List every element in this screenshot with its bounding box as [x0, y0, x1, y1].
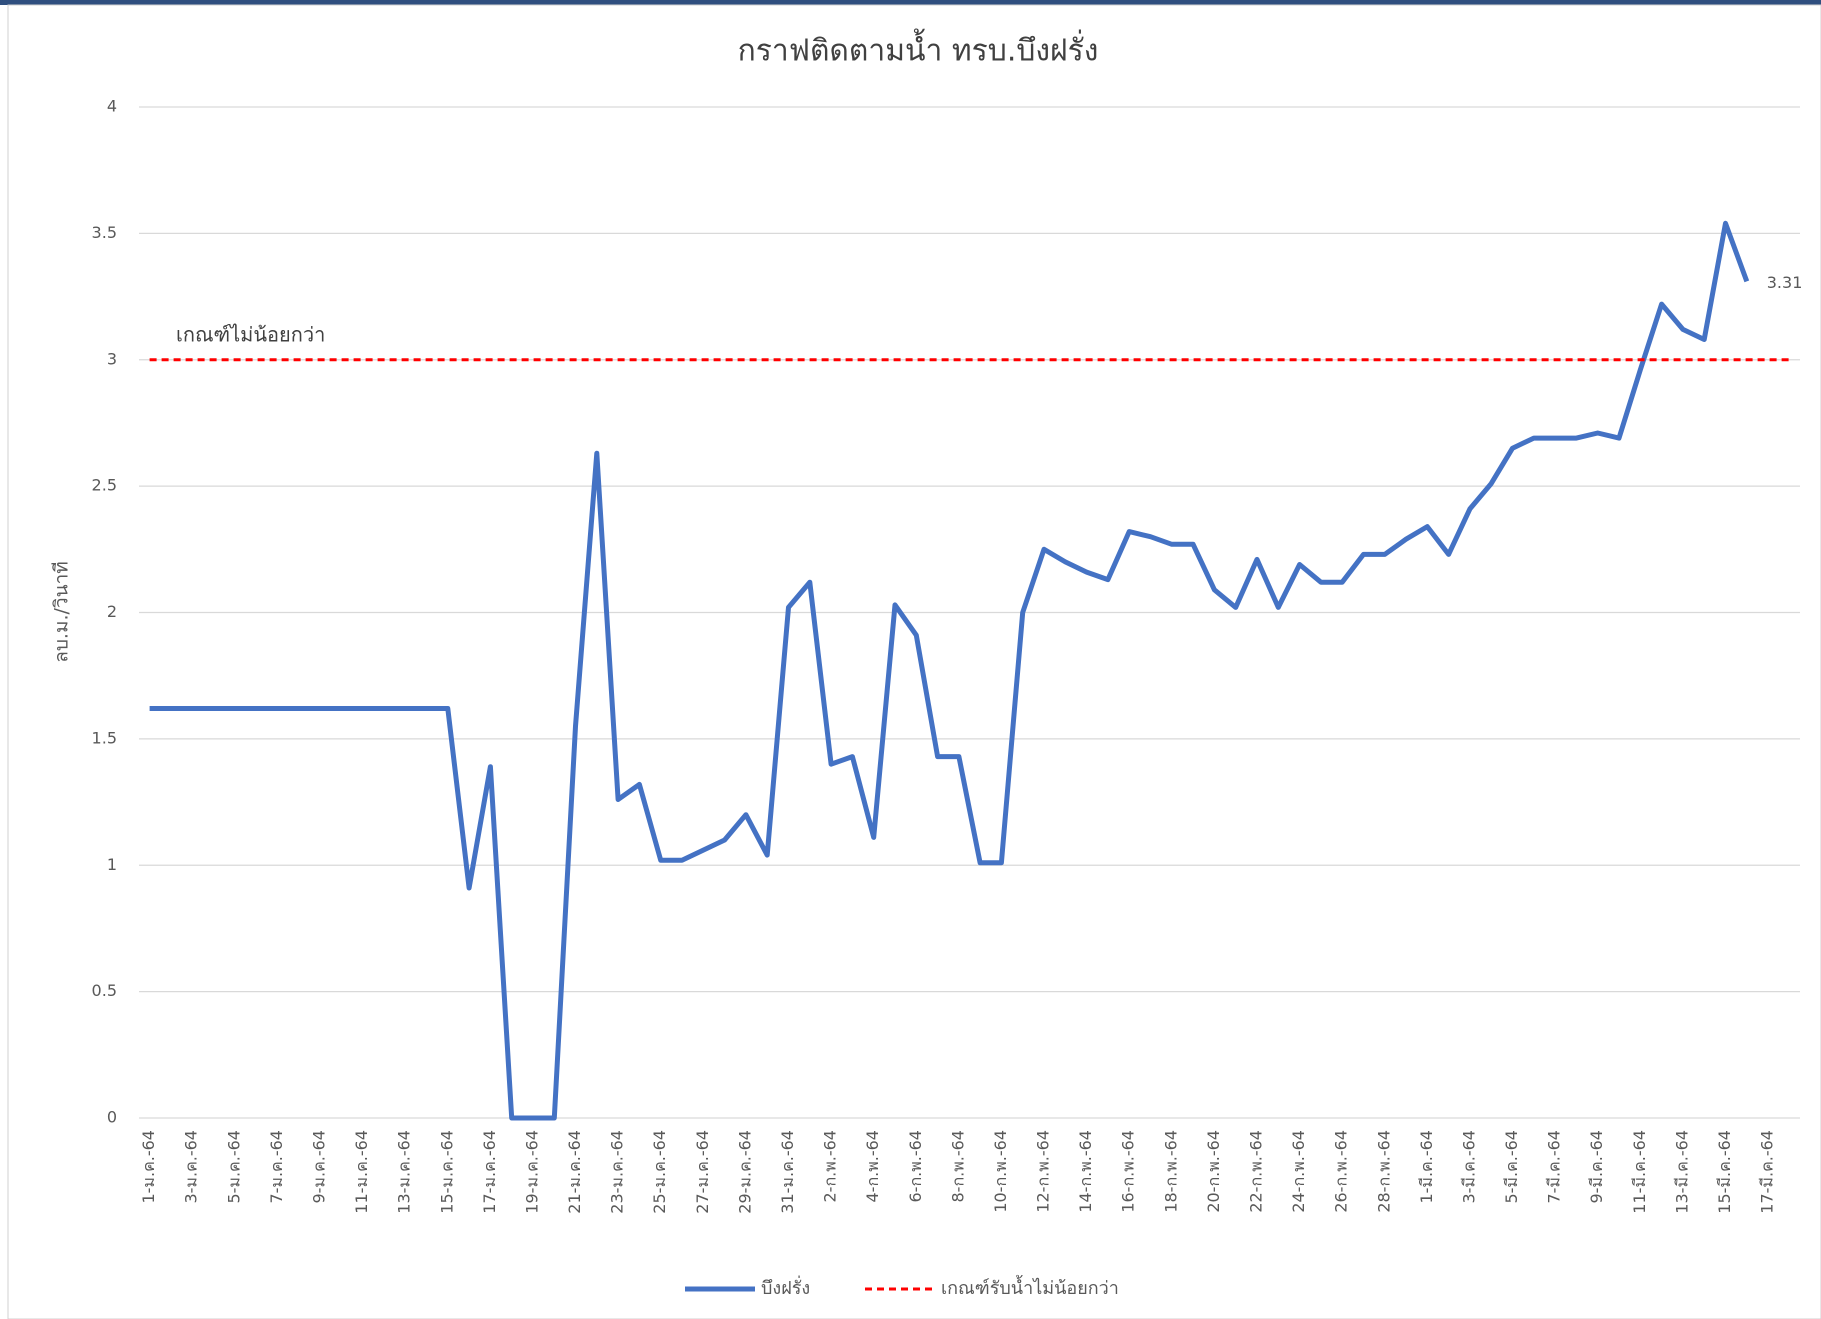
x-tick-label: 17-มี.ค.-64: [1758, 1130, 1777, 1214]
chart-title: กราฟติดตามน้ำ ทรบ.บึงฝรั่ง: [738, 29, 1099, 69]
y-axis-label: ลบ.ม./วินาที: [51, 561, 73, 663]
y-tick-label: 3: [107, 349, 117, 368]
x-tick-label: 4-ก.พ.-64: [863, 1130, 882, 1203]
x-tick-label: 29-ม.ค.-64: [735, 1130, 754, 1214]
y-tick-label: 2.5: [92, 476, 117, 495]
x-tick-label: 18-ก.พ.-64: [1161, 1130, 1180, 1213]
x-tick-label: 12-ก.พ.-64: [1034, 1130, 1053, 1213]
x-tick-label: 20-ก.พ.-64: [1204, 1130, 1223, 1213]
x-tick-label: 9-ม.ค.-64: [310, 1130, 329, 1204]
x-tick-label: 6-ก.พ.-64: [906, 1130, 925, 1203]
x-tick-label: 3-ม.ค.-64: [182, 1130, 201, 1204]
x-tick-label: 7-ม.ค.-64: [267, 1130, 286, 1204]
x-tick-label: 19-ม.ค.-64: [522, 1130, 541, 1214]
legend-label: เกณฑ์รับน้ำไม่น้อยกว่า: [941, 1275, 1119, 1299]
x-tick-label: 5-ม.ค.-64: [224, 1130, 243, 1204]
x-tick-label: 17-ม.ค.-64: [480, 1130, 499, 1214]
x-tick-label: 22-ก.พ.-64: [1246, 1130, 1265, 1213]
y-tick-label: 1.5: [92, 728, 117, 747]
x-tick-label: 3-มี.ค.-64: [1459, 1130, 1478, 1204]
legend-label: บึงฝรั่ง: [761, 1275, 810, 1299]
x-tick-label: 11-ม.ค.-64: [352, 1130, 371, 1214]
x-tick-label: 25-ม.ค.-64: [650, 1130, 669, 1214]
y-tick-label: 2: [107, 602, 117, 621]
x-tick-label: 31-ม.ค.-64: [778, 1130, 797, 1214]
chart-frame: [7, 4, 1821, 1319]
x-tick-label: 26-ก.พ.-64: [1332, 1130, 1351, 1213]
x-tick-label: 21-ม.ค.-64: [565, 1130, 584, 1214]
x-tick-label: 23-ม.ค.-64: [608, 1130, 627, 1214]
x-tick-label: 13-มี.ค.-64: [1672, 1130, 1691, 1214]
x-tick-label: 15-ม.ค.-64: [437, 1130, 456, 1214]
x-tick-label: 1-มี.ค.-64: [1417, 1130, 1436, 1204]
x-tick-label: 24-ก.พ.-64: [1289, 1130, 1308, 1213]
x-tick-label: 10-ก.พ.-64: [991, 1130, 1010, 1213]
x-tick-label: 28-ก.พ.-64: [1374, 1130, 1393, 1213]
x-tick-label: 16-ก.พ.-64: [1119, 1130, 1138, 1213]
x-tick-label: 27-ม.ค.-64: [693, 1130, 712, 1214]
x-tick-label: 7-มี.ค.-64: [1545, 1130, 1564, 1204]
y-tick-label: 3.5: [92, 223, 117, 242]
y-tick-label: 0.5: [92, 981, 117, 1000]
annotation: เกณฑ์ไม่น้อยกว่า: [176, 323, 325, 347]
y-tick-label: 4: [107, 97, 117, 116]
x-tick-label: 9-มี.ค.-64: [1587, 1130, 1606, 1204]
y-tick-label: 0: [107, 1108, 117, 1127]
data-label: 3.31: [1767, 273, 1803, 292]
x-tick-label: 13-ม.ค.-64: [395, 1130, 414, 1214]
x-tick-label: 5-มี.ค.-64: [1502, 1130, 1521, 1204]
x-tick-label: 11-มี.ค.-64: [1630, 1130, 1649, 1214]
y-tick-label: 1: [107, 855, 117, 874]
x-tick-label: 15-มี.ค.-64: [1715, 1130, 1734, 1214]
x-tick-label: 14-ก.พ.-64: [1076, 1130, 1095, 1213]
series-line: [149, 220, 1750, 1121]
x-tick-label: 2-ก.พ.-64: [821, 1130, 840, 1203]
window-bar: [0, 0, 1821, 5]
x-tick-label: 8-ก.พ.-64: [948, 1130, 967, 1203]
x-tick-label: 1-ม.ค.-64: [139, 1130, 158, 1204]
